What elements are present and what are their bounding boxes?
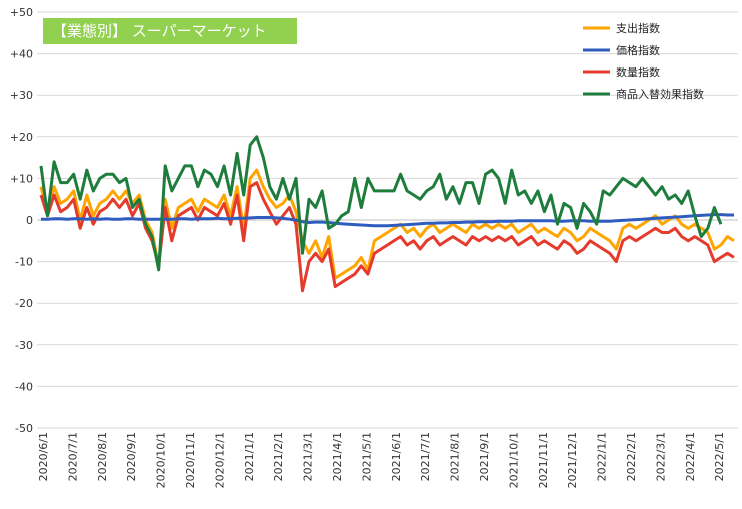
x-tick-label: 2020/9/1: [125, 432, 138, 481]
chart-title: 【業態別】 スーパーマーケット: [43, 18, 297, 44]
x-tick-label: 2022/3/1: [654, 432, 667, 481]
x-tick-label: 2021/1/1: [243, 432, 256, 481]
x-tick-label: 2022/5/1: [713, 432, 726, 481]
y-tick-label: +30: [10, 89, 33, 102]
x-tick-label: 2021/4/1: [331, 432, 344, 481]
x-tick-label: 2021/8/1: [449, 432, 462, 481]
y-tick-label: +10: [10, 172, 33, 185]
x-tick-label: 2021/12/1: [566, 432, 579, 488]
x-tick-label: 2020/7/1: [66, 432, 79, 481]
y-tick-label: -50: [15, 422, 33, 435]
x-tick-label: 2020/10/1: [155, 432, 168, 488]
x-tick-label: 2021/5/1: [360, 432, 373, 481]
title-text: 【業態別】 スーパーマーケット: [52, 22, 267, 40]
legend-label: 支出指数: [616, 21, 660, 35]
series-lines: [39, 135, 735, 293]
x-tick-label: 2020/12/1: [213, 432, 226, 488]
y-tick-label: -40: [15, 380, 33, 393]
y-tick-label: +50: [10, 6, 33, 19]
y-tick-label: -10: [15, 256, 33, 269]
y-tick-label: +40: [10, 48, 33, 61]
x-tick-label: 2021/10/1: [507, 432, 520, 488]
x-tick-label: 2021/2/1: [272, 432, 285, 481]
legend-label: 数量指数: [616, 65, 660, 79]
series-line: [39, 135, 723, 272]
x-tick-label: 2022/4/1: [684, 432, 697, 481]
x-tick-label: 2022/2/1: [625, 432, 638, 481]
x-tick-label: 2021/11/1: [537, 432, 550, 488]
x-tick-label: 2021/6/1: [390, 432, 403, 481]
series-line: [39, 181, 735, 293]
x-tick-label: 2020/11/1: [184, 432, 197, 488]
y-axis-ticks: +50 +40 +30 +20 +10 0 -10 -20 -30 -40 -50: [10, 6, 33, 435]
y-tick-label: -30: [15, 339, 33, 352]
x-tick-label: 2022/1/1: [596, 432, 609, 481]
y-tick-label: -20: [15, 297, 33, 310]
y-tick-label: +20: [10, 131, 33, 144]
series-line: [41, 213, 734, 228]
x-tick-label: 2021/9/1: [478, 432, 491, 481]
x-tick-label: 2020/8/1: [96, 432, 109, 481]
x-tick-label: 2020/6/1: [37, 432, 50, 481]
legend-label: 商品入替効果指数: [616, 87, 704, 101]
x-tick-label: 2021/7/1: [419, 432, 432, 481]
legend-label: 価格指数: [616, 43, 660, 57]
x-axis-ticks: 2020/6/1 2020/7/1 2020/8/1 2020/9/1 2020/10/…: [37, 432, 726, 488]
x-tick-label: 2021/3/1: [302, 432, 315, 481]
title-background: [43, 18, 297, 44]
y-tick-label: 0: [26, 214, 33, 227]
